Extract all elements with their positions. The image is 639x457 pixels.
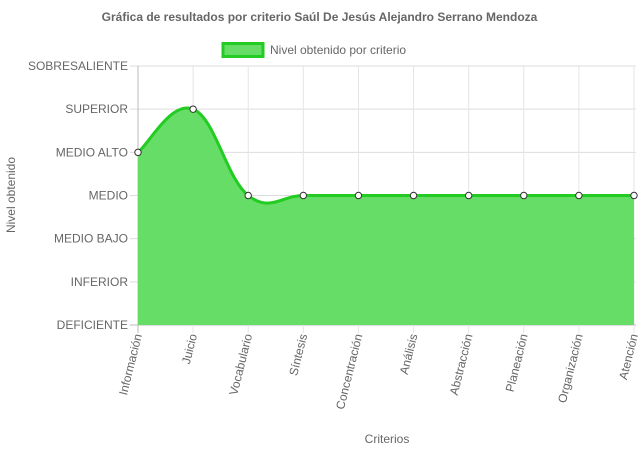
data-point[interactable] xyxy=(464,191,473,200)
x-axis-ticks: Información Juicio Vocabulario Síntesis Conc… xyxy=(116,332,639,411)
x-tick-label: Atención xyxy=(616,332,639,381)
x-tick-label: Información xyxy=(116,332,145,396)
series-area xyxy=(138,108,634,325)
x-tick-label: Organización xyxy=(555,332,586,404)
legend-swatch xyxy=(221,42,265,58)
data-point[interactable] xyxy=(134,148,142,157)
y-axis-ticks: DEFICIENTE INFERIOR MEDIO BAJO MEDIO MEDIO A… xyxy=(28,59,128,332)
y-tick-label: MEDIO xyxy=(89,189,128,203)
data-point[interactable] xyxy=(520,191,528,200)
x-tick-label: Abstracción xyxy=(447,332,476,396)
legend[interactable]: Nivel obtenido por criterio xyxy=(221,42,406,58)
y-axis-title: Nivel obtenido xyxy=(4,157,18,233)
y-tick-label: MEDIO BAJO xyxy=(54,232,128,246)
series-line xyxy=(136,106,634,205)
y-tick-label: SOBRESALIENTE xyxy=(28,59,128,73)
x-tick-label: Análisis xyxy=(397,332,421,376)
x-tick-label: Juicio xyxy=(179,332,200,365)
series xyxy=(134,105,638,325)
y-tick-label: SUPERIOR xyxy=(65,102,128,116)
x-tick-label: Planeación xyxy=(503,332,531,393)
x-tick-label: Síntesis xyxy=(286,332,310,377)
data-point[interactable] xyxy=(630,191,638,200)
x-tick-label: Concentración xyxy=(333,332,365,410)
y-tick-label: DEFICIENTE xyxy=(57,318,128,332)
x-tick-label: Vocabulario xyxy=(226,332,255,397)
data-point[interactable] xyxy=(189,105,197,113)
data-point[interactable] xyxy=(299,191,308,200)
data-point[interactable] xyxy=(354,191,363,200)
x-axis-title: Criterios xyxy=(365,432,410,446)
y-tick-label: INFERIOR xyxy=(71,275,129,289)
chart-title: Gráfica de resultados por criterio Saúl … xyxy=(102,10,538,24)
legend-label: Nivel obtenido por criterio xyxy=(270,43,406,57)
y-tick-label: MEDIO ALTO xyxy=(56,145,128,159)
data-point[interactable] xyxy=(244,191,252,200)
data-point[interactable] xyxy=(409,191,418,200)
data-point[interactable] xyxy=(575,191,583,200)
